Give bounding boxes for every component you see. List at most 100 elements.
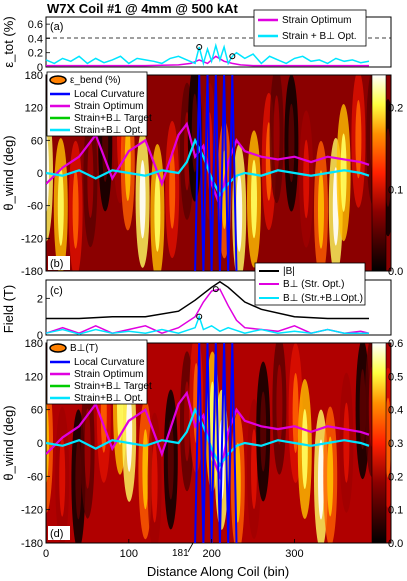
y-tick-label: 180 <box>25 338 43 350</box>
series-line-strain-optimum <box>46 390 370 481</box>
heat-cell <box>167 419 174 500</box>
heat-cell <box>273 95 280 174</box>
heat-cell <box>301 408 308 489</box>
series-line-strain-b-opt- <box>46 137 370 197</box>
colorbar-tick-label: 0.0 <box>388 266 403 278</box>
heat-cell <box>87 139 94 218</box>
panel-d-ylabel: θ_wind (deg) <box>1 405 16 480</box>
heat-cell <box>251 429 257 510</box>
heat-cell <box>385 397 391 478</box>
x-tick-label: 100 <box>120 548 138 560</box>
y-tick-label: 0.2 <box>28 48 43 60</box>
legend-a-1: Strain + B⊥ Opt. <box>282 31 357 42</box>
colorbar-tick-label: 0.6 <box>388 338 403 350</box>
heat-cell <box>151 442 158 523</box>
panel-d: -180 -120 -60 0 60 120 180 (d) θ_wind (deg) 0.… <box>1 338 403 559</box>
series-line-local-curvature <box>194 343 238 543</box>
marker <box>196 313 203 320</box>
heat-cell <box>359 369 366 450</box>
legend-d-1: Strain Optimum <box>74 369 143 380</box>
heat-cell <box>139 160 146 239</box>
x-tick-label: 300 <box>285 548 303 560</box>
heat-cell <box>318 170 324 249</box>
panel-b: -180 -120 -60 0 60 120 180 (b) θ_wind (deg) 0.… <box>1 70 403 278</box>
heat-cell <box>318 439 324 520</box>
colorbar-b <box>371 74 387 272</box>
colorbar-tick-label: 0.1 <box>388 505 403 517</box>
legend-c-0: |B| <box>283 266 295 277</box>
colorbar-tick-label: 0.0 <box>388 538 403 550</box>
legend-c-1: B⊥ (Str. Opt.) <box>283 279 345 290</box>
panel-c: 0 2 (c) Field (T) |B| B⊥ (Str. Opt.) B⊥ (… <box>1 262 392 342</box>
colorbar-tick-label: 0.5 <box>388 371 403 383</box>
series-line-local-curvature <box>194 75 238 271</box>
heat-cell <box>59 436 66 517</box>
heat-cell <box>343 402 350 483</box>
marker <box>212 286 219 293</box>
y-tick-label: 2 <box>37 293 43 305</box>
y-tick-label: 0 <box>37 330 43 342</box>
panel-c-label: (c) <box>50 285 63 297</box>
heat-cell <box>57 167 64 246</box>
x-axis-label: Distance Along Coil (bin) <box>147 564 289 579</box>
y-tick-label: -180 <box>21 266 43 278</box>
legend-d-2: Strain+B⊥ Target <box>74 381 152 392</box>
legend-c-2: B⊥ (Str.+B⊥Opt.) <box>283 293 363 304</box>
y-tick-label: -60 <box>27 201 43 213</box>
y-tick-label: 120 <box>25 371 43 383</box>
heat-cell <box>327 436 334 517</box>
legend-d-0: Local Curvature <box>74 357 145 368</box>
heat-cell <box>288 103 295 183</box>
colorbar-b-title: ε_bend (%) <box>70 75 121 86</box>
panel-d-label: (d) <box>50 528 63 540</box>
series-line-b-str-b-opt- <box>45 314 369 335</box>
x-tick-label: 200 <box>202 548 220 560</box>
marker <box>196 44 203 50</box>
colorbar-d <box>371 342 387 544</box>
colorbar-tick-label: 0.2 <box>388 471 403 483</box>
heat-cell <box>84 408 91 489</box>
legend-b-1: Strain Optimum <box>74 101 143 112</box>
y-tick-label: 0.6 <box>28 19 43 31</box>
legend-b-3: Strain+B⊥ Opt. <box>74 125 143 136</box>
colorbar-tick-label: 0.4 <box>388 405 403 417</box>
y-tick-label: 180 <box>25 70 43 82</box>
panel-b-ylabel: θ_wind (deg) <box>1 135 16 210</box>
panel-c-ylabel: Field (T) <box>1 285 16 333</box>
panel-d-legend: B⊥(T) Local Curvature Strain Optimum Str… <box>46 339 152 405</box>
colorbar-d-title: B⊥(T) <box>70 343 98 354</box>
panel-a: (a) 0 0.2 0.4 0.6 ε_tot (%) Strain Optimum … <box>1 9 392 74</box>
heat-cell <box>124 122 131 202</box>
heat-cell <box>276 364 283 445</box>
colorbar-tick-label: 0.3 <box>388 438 403 450</box>
heat-cell <box>75 439 82 520</box>
y-tick-label: 0 <box>37 168 43 180</box>
colorbar-tick-label: 0.2 <box>388 103 403 115</box>
y-tick-label: 60 <box>31 405 43 417</box>
y-tick-label: -60 <box>27 471 43 483</box>
legend-d-3: Strain+B⊥ Opt. <box>74 393 143 404</box>
heat-cell <box>236 173 243 252</box>
series-line-strain-optimum <box>46 121 370 210</box>
panel-a-ylabel: ε_tot (%) <box>1 16 16 67</box>
panel-a-legend: Strain Optimum Strain + B⊥ Opt. <box>253 9 367 47</box>
heat-cell <box>154 173 161 252</box>
heat-cell <box>303 139 310 219</box>
heat-cell <box>142 429 149 510</box>
annotation-181: 181 <box>172 548 189 559</box>
y-tick-label: 120 <box>25 103 43 115</box>
y-tick-label: 0 <box>37 62 43 74</box>
panel-b-legend: ε_bend (%) Local Curvature Strain Optimu… <box>46 71 152 137</box>
y-tick-label: 0.4 <box>28 33 43 45</box>
heat-cell <box>251 159 257 239</box>
y-tick-label: 0 <box>37 438 43 450</box>
panel-c-legend: |B| B⊥ (Str. Opt.) B⊥ (Str.+B⊥Opt.) <box>254 262 366 306</box>
series-line-strain-optimum <box>46 55 369 67</box>
heat-cell <box>340 133 347 212</box>
series-line--b- <box>46 280 369 320</box>
legend-a-0: Strain Optimum <box>282 15 351 26</box>
y-tick-label: 60 <box>31 135 43 147</box>
heat-cell <box>260 391 267 472</box>
heat-cell <box>126 391 133 472</box>
